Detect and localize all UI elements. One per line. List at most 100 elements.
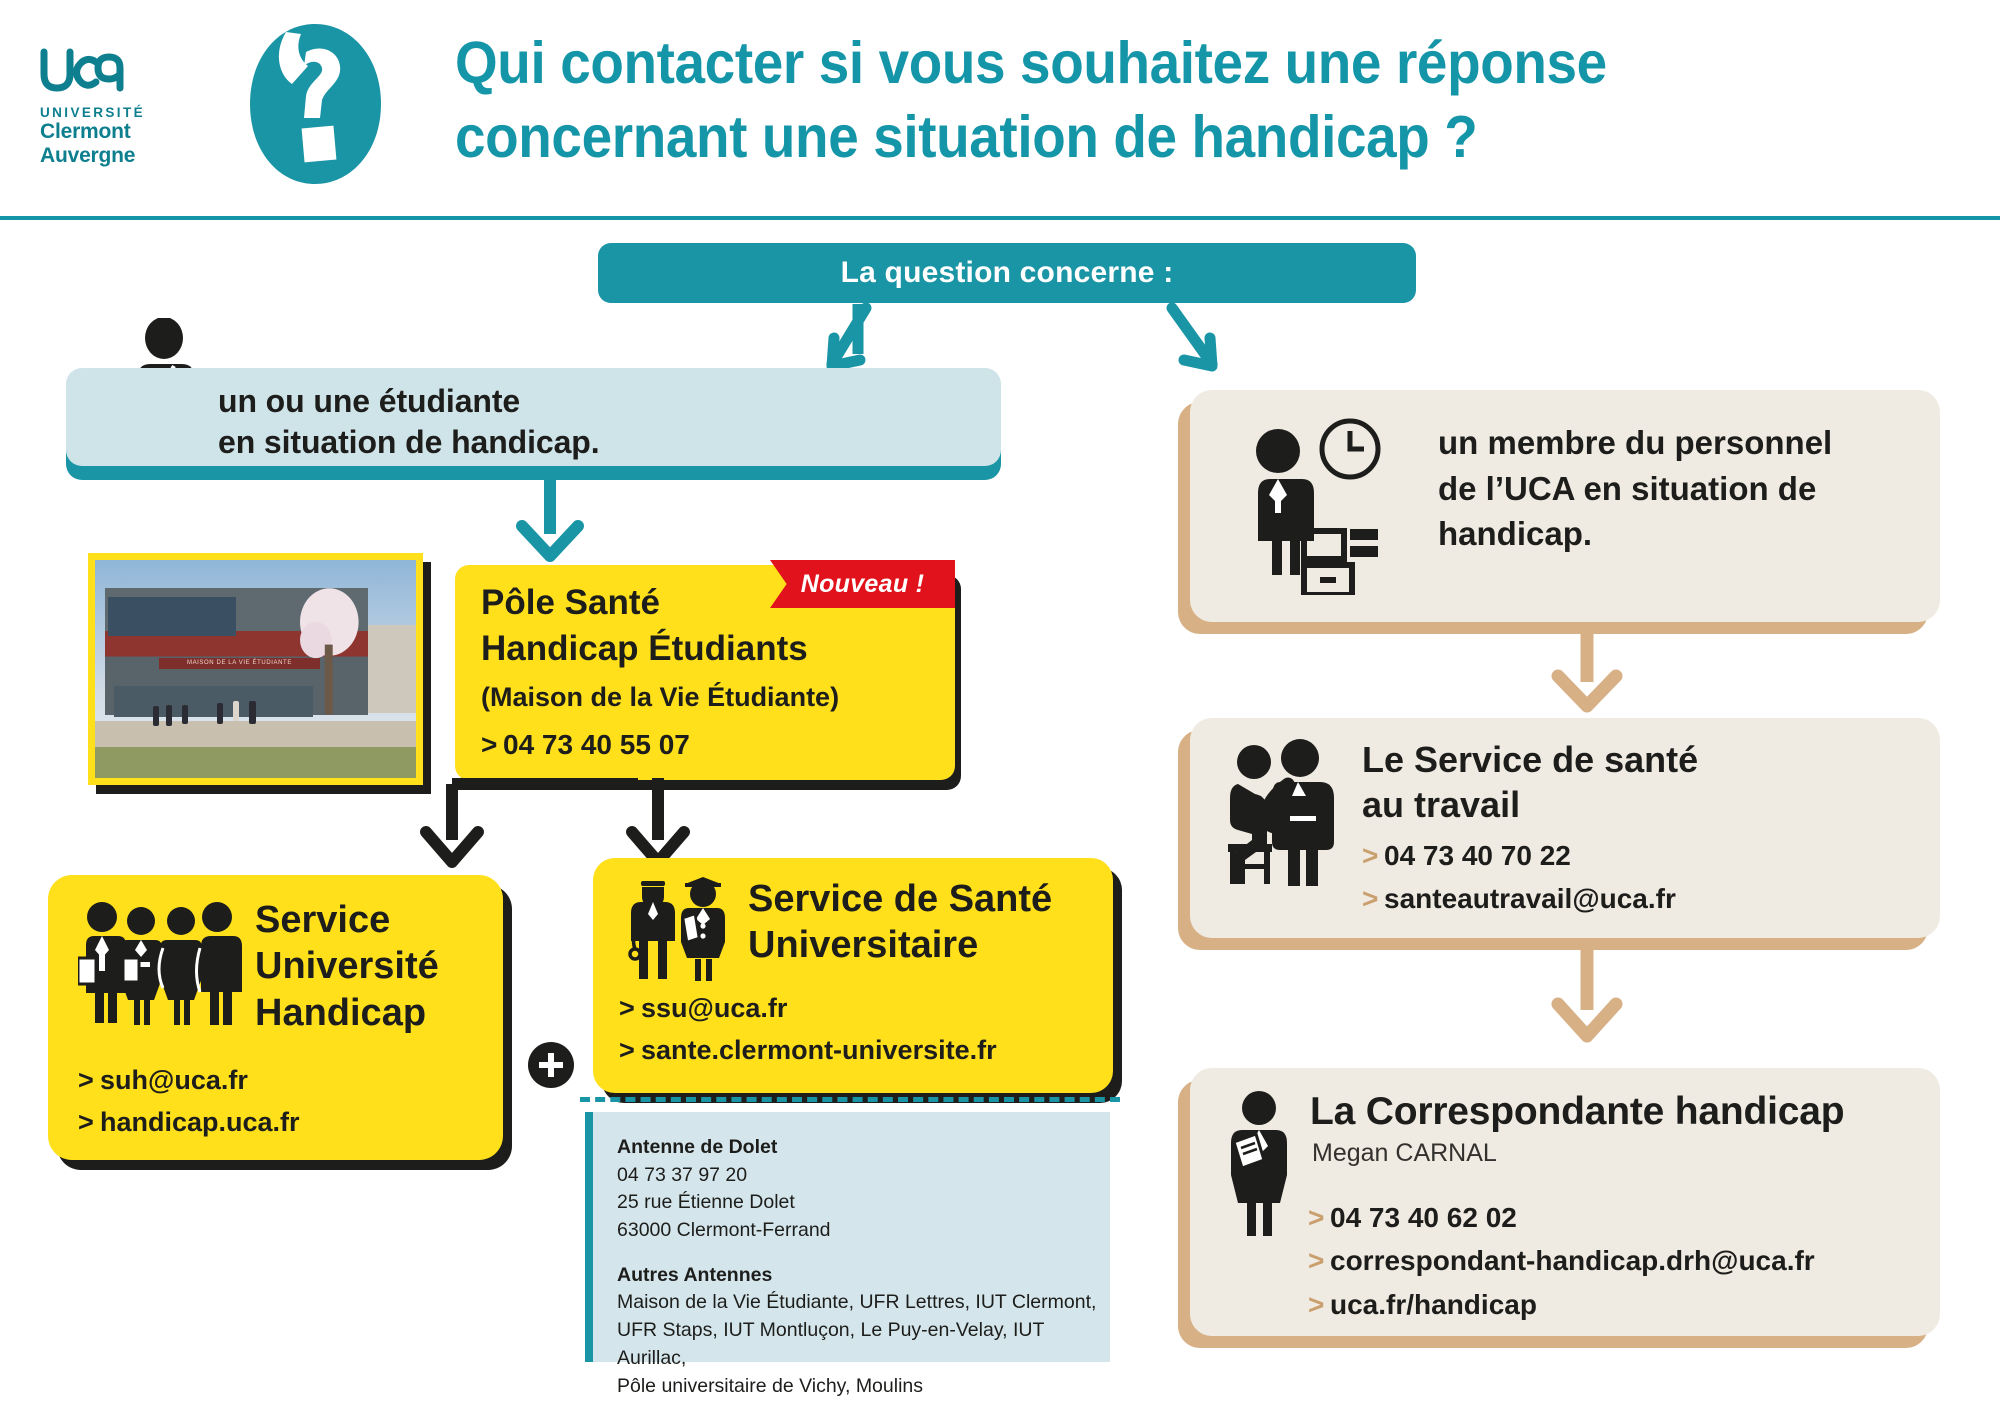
travail-contact-row[interactable]: > santeautravail@uca.fr (1362, 878, 1676, 921)
corr-card-body: La Correspondante handicap Megan CARNAL … (1190, 1068, 1940, 1336)
antennes-spacer (617, 1245, 1097, 1262)
suh-title-line1: Service (255, 899, 391, 941)
ssu-contacts: > ssu@uca.fr > sante.clermont-universite.f… (619, 988, 997, 1072)
ssu-contact-row[interactable]: > ssu@uca.fr (619, 988, 997, 1030)
page-title-line1: Qui contacter si vous souhaitez une répo… (455, 30, 1607, 96)
ssu-title-line1: Service de Santé (748, 878, 1053, 920)
suh-website: handicap.uca.fr (100, 1106, 300, 1137)
group-of-four-people-icon (78, 902, 242, 1025)
arrow-to-staff-branch (1166, 302, 1218, 372)
travail-card-body: Le Service de santé au travail >04 73 40… (1190, 718, 1940, 938)
chevron-icon: > (1308, 1288, 1325, 1320)
travail-title: Le Service de santé au travail (1362, 738, 1698, 827)
service-sante-universitaire-card: Service de Santé Universitaire > ssu@uca.… (593, 858, 1122, 1103)
photo-frame: MAISON DE LA VIE ÉTUDIANTE (88, 553, 423, 785)
pole-title-line2: Handicap Étudiants (481, 628, 808, 668)
chevron-icon: > (78, 1065, 94, 1095)
antenne-dolet-street: 25 rue Étienne Dolet (617, 1191, 795, 1214)
chevron-icon: > (619, 993, 635, 1023)
mve-building-photo: MAISON DE LA VIE ÉTUDIANTE (88, 553, 431, 794)
uca-wordmark-icon (40, 48, 124, 92)
suh-contact-row[interactable]: > suh@uca.fr (78, 1060, 300, 1102)
staff-branch-card: un membre du personnel de l’UCA en situa… (1178, 390, 1940, 634)
ssu-title: Service de Santé Universitaire (748, 876, 1052, 969)
autres-antennes-line: UFR Staps, IUT Montluçon, Le Puy-en-Vela… (617, 1319, 1045, 1369)
corr-contact-row[interactable]: > correspondant-handicap.drh@uca.fr (1308, 1239, 1815, 1282)
student-text-line2: en situation de handicap. (218, 423, 600, 460)
chevron-icon: > (481, 729, 498, 760)
pole-title-line1: Pôle Santé (481, 583, 660, 622)
service-sante-travail-card: Le Service de santé au travail >04 73 40… (1178, 718, 1940, 950)
suh-title-line3: Handicap (255, 991, 427, 1034)
chevron-icon: > (1308, 1202, 1325, 1233)
nouveau-badge: Nouveau ! (770, 560, 955, 608)
correspondante-handicap-card: La Correspondante handicap Megan CARNAL … (1178, 1068, 1940, 1348)
woman-with-folder-icon (1231, 1091, 1287, 1236)
pole-phone: >04 73 40 55 07 (481, 729, 690, 761)
arrow-to-student-branch (826, 302, 872, 372)
photo-person (216, 702, 223, 724)
corr-contact-row[interactable]: >04 73 40 62 02 (1308, 1196, 1815, 1239)
corr-contact-row[interactable]: > uca.fr/handicap (1308, 1283, 1815, 1326)
photo-path (95, 721, 416, 748)
photo-sign-band (159, 658, 320, 669)
student-card-body: un ou une étudiante en situation de hand… (66, 368, 1001, 466)
travail-email: santeautravail@uca.fr (1384, 882, 1676, 914)
antenne-dolet-city: 63000 Clermont-Ferrand (617, 1219, 831, 1242)
photo-sign-caption: MAISON DE LA VIE ÉTUDIANTE (186, 660, 292, 667)
corr-website: uca.fr/handicap (1330, 1288, 1537, 1320)
travail-title-line1: Le Service de santé (1362, 739, 1699, 780)
suh-contact-row[interactable]: > handicap.uca.fr (78, 1102, 300, 1144)
photo-tree (294, 586, 365, 721)
corr-phone: 04 73 40 62 02 (1330, 1202, 1517, 1233)
corr-contacts: >04 73 40 62 02 > correspondant-handicap.… (1308, 1196, 1815, 1326)
chevron-icon: > (1308, 1245, 1325, 1277)
photo-window-row (114, 686, 314, 717)
travail-contact-row[interactable]: >04 73 40 70 22 (1362, 835, 1676, 878)
logo-line-clermont: Clermont (40, 120, 131, 143)
chevron-icon: > (78, 1106, 94, 1137)
page-title-line2: concernant une situation de handicap ? (455, 104, 1478, 171)
photo-glass-facade (107, 597, 237, 637)
corr-title: La Correspondante handicap (1310, 1090, 1845, 1133)
antennes-accent-bar (585, 1112, 593, 1362)
service-universite-handicap-card: Service Université Handicap > suh@uca.fr … (48, 875, 512, 1170)
student-branch-card: un ou une étudiante en situation de hand… (66, 368, 1001, 480)
uca-logo: UNIVERSITÉ Clermont Auvergne (40, 48, 160, 168)
ssu-title-line2: Universitaire (748, 924, 979, 967)
antennes-panel: Antenne de Dolet 04 73 37 97 20 25 rue É… (585, 1112, 1110, 1397)
pole-card-body: Pôle Santé Handicap Étudiants (Maison de… (455, 565, 955, 780)
antenne-dolet-phone: 04 73 37 97 20 (617, 1163, 748, 1186)
autres-antennes-line: Pôle universitaire de Vichy, Moulins (617, 1374, 924, 1397)
page-title: Qui contacter si vous souhaitez une répo… (455, 26, 1757, 175)
student-card-text: un ou une étudiante en situation de hand… (218, 381, 600, 463)
office-worker-clock-icon (1254, 418, 1381, 595)
nouveau-badge-label: Nouveau ! (800, 569, 925, 598)
header-divider (0, 216, 2000, 220)
staff-text-line3: handicap. (1438, 515, 1593, 553)
antennes-content: Antenne de Dolet 04 73 37 97 20 25 rue É… (617, 1134, 1097, 1400)
autres-antennes-line: Maison de la Vie Étudiante, UFR Lettres,… (617, 1291, 1097, 1314)
pole-sante-card: Pôle Santé Handicap Étudiants (Maison de… (455, 565, 961, 790)
doctor-examining-patient-icon (1228, 739, 1334, 886)
autres-antennes-heading: Autres Antennes (617, 1263, 773, 1286)
ssu-card-body: Service de Santé Universitaire > ssu@uca.… (593, 858, 1113, 1093)
staff-text-line2: de l’UCA en situation de (1438, 469, 1817, 507)
pole-subtitle: (Maison de la Vie Étudiante) (481, 682, 840, 712)
question-banner: La question concerne : (598, 243, 1416, 303)
ssu-website: sante.clermont-universite.fr (641, 1034, 997, 1065)
travail-contacts: >04 73 40 70 22 > santeautravail@uca.fr (1362, 835, 1676, 920)
staff-card-body: un membre du personnel de l’UCA en situa… (1190, 390, 1940, 622)
arrow-student-to-pole (516, 478, 584, 562)
antenne-dolet-heading: Antenne de Dolet (617, 1136, 778, 1158)
student-text-line1: un ou une étudiante (218, 383, 521, 419)
arrow-pole-to-ssu (626, 778, 690, 868)
chevron-icon: > (1362, 840, 1379, 871)
pole-title: Pôle Santé Handicap Étudiants (481, 580, 808, 671)
arrow-staff-to-travail (1551, 630, 1623, 713)
ssu-email: ssu@uca.fr (641, 993, 788, 1023)
ssu-contact-row[interactable]: > sante.clermont-universite.fr (619, 1030, 997, 1072)
photo-person (152, 705, 159, 726)
question-mark-icon (250, 24, 381, 184)
